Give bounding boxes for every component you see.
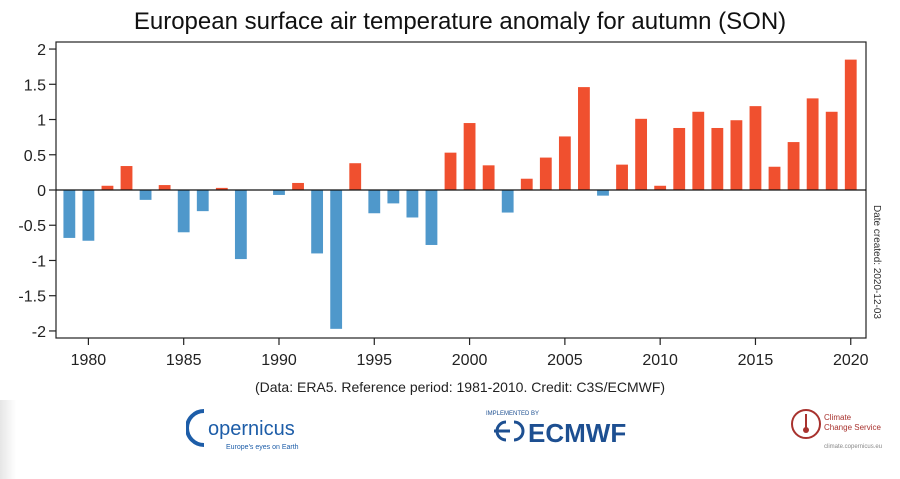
c3s-logo: Climate Change Service climate.copernicu… bbox=[790, 404, 890, 452]
bar-1997 bbox=[406, 190, 418, 217]
bar-2006 bbox=[578, 87, 590, 190]
y-tick-label: -1 bbox=[32, 253, 46, 270]
c3s-line2: Change Service bbox=[824, 423, 881, 432]
x-tick-label: 2020 bbox=[833, 352, 869, 369]
bar-2014 bbox=[730, 120, 742, 190]
x-tick-label: 2015 bbox=[738, 352, 774, 369]
date-created-label: Date created: 2020-12-03 bbox=[871, 205, 882, 319]
y-tick-label: -0.5 bbox=[18, 218, 46, 235]
bar-1991 bbox=[292, 183, 304, 190]
bar-1983 bbox=[140, 190, 152, 200]
x-tick-label: 1995 bbox=[356, 352, 392, 369]
bar-1985 bbox=[178, 190, 190, 232]
bar-2011 bbox=[673, 128, 685, 190]
bar-2002 bbox=[502, 190, 514, 213]
ecmwf-small-label: IMPLEMENTED BY bbox=[486, 411, 539, 417]
bar-2008 bbox=[616, 165, 628, 190]
y-tick-label: -1.5 bbox=[18, 289, 46, 306]
y-tick-label: 0.5 bbox=[24, 148, 46, 165]
bar-1994 bbox=[349, 163, 361, 190]
bar-2000 bbox=[464, 123, 476, 190]
c3s-url: climate.copernicus.eu bbox=[824, 444, 882, 450]
bar-series bbox=[63, 60, 856, 329]
y-tick-label: -2 bbox=[32, 324, 46, 341]
bar-2009 bbox=[635, 119, 647, 190]
bar-1993 bbox=[330, 190, 342, 329]
y-tick-label: 1 bbox=[37, 113, 46, 130]
bar-1980 bbox=[82, 190, 94, 241]
bar-2007 bbox=[597, 190, 609, 196]
bar-2019 bbox=[826, 112, 838, 190]
bar-1981 bbox=[102, 186, 114, 190]
bar-2010 bbox=[654, 186, 666, 190]
bar-1984 bbox=[159, 185, 171, 190]
bar-1988 bbox=[235, 190, 247, 259]
bar-2005 bbox=[559, 136, 571, 190]
thermometer-bulb-icon bbox=[803, 427, 809, 433]
ecmwf-mark-icon bbox=[494, 422, 523, 440]
y-tick-label: 2 bbox=[37, 42, 46, 59]
bar-1998 bbox=[426, 190, 438, 245]
bar-2001 bbox=[483, 165, 495, 190]
ecmwf-logo: IMPLEMENTED BY ECMWF bbox=[484, 408, 634, 448]
copernicus-wordmark: opernicus bbox=[208, 418, 295, 440]
bar-2004 bbox=[540, 158, 552, 190]
x-tick-label: 2000 bbox=[452, 352, 488, 369]
bar-1995 bbox=[368, 190, 380, 213]
bar-2012 bbox=[692, 112, 704, 190]
bar-1986 bbox=[197, 190, 209, 211]
y-tick-label: 0 bbox=[37, 183, 46, 200]
edge-shading bbox=[0, 400, 16, 479]
bar-2003 bbox=[521, 179, 533, 190]
c3s-line1: Climate bbox=[824, 413, 852, 422]
bar-1979 bbox=[63, 190, 75, 238]
credit-text: (Data: ERA5. Reference period: 1981-2010… bbox=[255, 379, 665, 395]
bar-1982 bbox=[121, 166, 133, 190]
copernicus-tagline: Europe's eyes on Earth bbox=[226, 444, 299, 451]
bar-1990 bbox=[273, 190, 285, 195]
x-tick-label: 2005 bbox=[547, 352, 583, 369]
x-tick-label: 1985 bbox=[166, 352, 202, 369]
y-tick-label: 1.5 bbox=[24, 77, 46, 94]
bar-1996 bbox=[387, 190, 399, 203]
bar-1992 bbox=[311, 190, 323, 253]
ecmwf-wordmark: ECMWF bbox=[528, 418, 626, 448]
y-axis: 2 1.5 1 0.5 0 -0.5 -1 -1.5 -2 bbox=[18, 42, 56, 341]
bar-2018 bbox=[807, 98, 819, 190]
bar-2020 bbox=[845, 60, 857, 190]
chart-figure: European surface air temperature anomaly… bbox=[0, 0, 900, 479]
bar-1999 bbox=[445, 153, 457, 190]
x-tick-label: 1980 bbox=[71, 352, 107, 369]
x-tick-label: 2010 bbox=[642, 352, 678, 369]
bar-2015 bbox=[750, 106, 762, 190]
copernicus-c-icon bbox=[187, 411, 204, 445]
x-axis: 1980 1985 1990 1995 2000 2005 2010 2015 2020 bbox=[71, 338, 869, 369]
chart-title: European surface air temperature anomaly… bbox=[134, 8, 786, 35]
bar-2017 bbox=[788, 142, 800, 190]
x-tick-label: 1990 bbox=[261, 352, 297, 369]
bar-2016 bbox=[769, 167, 781, 190]
copernicus-logo: opernicus Europe's eyes on Earth bbox=[186, 403, 306, 453]
bar-2013 bbox=[711, 128, 723, 190]
